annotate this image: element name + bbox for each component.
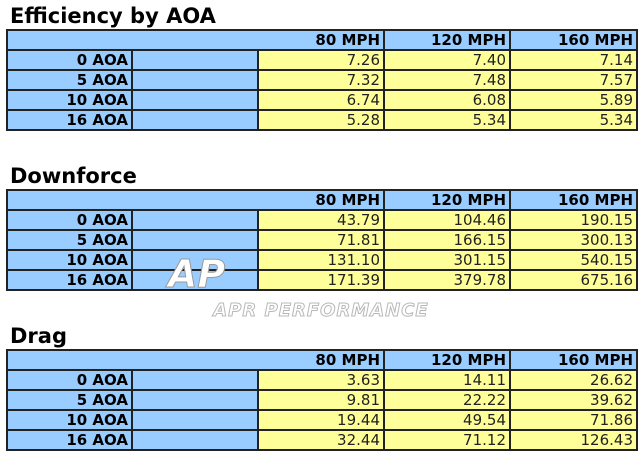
value-cell: 7.57 bbox=[509, 69, 638, 91]
drag-title: Drag bbox=[10, 324, 67, 348]
row-label: 10 AOA bbox=[6, 249, 133, 271]
table-row: 0 AOA 3.63 14.11 26.62 bbox=[6, 369, 638, 391]
row-label: 10 AOA bbox=[6, 89, 133, 111]
value-cell: 126.43 bbox=[509, 429, 638, 451]
row-label: 16 AOA bbox=[6, 109, 133, 131]
row-label: 0 AOA bbox=[6, 369, 133, 391]
value-cell: 71.81 bbox=[257, 229, 385, 251]
row-label: 10 AOA bbox=[6, 409, 133, 431]
corner-cell bbox=[7, 29, 132, 51]
blank-cell bbox=[131, 269, 259, 291]
table-row: 0 AOA 7.26 7.40 7.14 bbox=[6, 49, 638, 71]
blank-cell bbox=[131, 89, 259, 111]
blank-cell bbox=[131, 69, 259, 91]
value-cell: 301.15 bbox=[383, 249, 511, 271]
row-label: 0 AOA bbox=[6, 49, 133, 71]
blank-cell bbox=[131, 409, 259, 431]
column-header: 120 MPH bbox=[383, 29, 510, 51]
header-row: 80 MPH 120 MPH 160 MPH bbox=[7, 349, 637, 371]
drag-table: 80 MPH 120 MPH 160 MPH 0 AOA 3.63 14.11 26.62 5… bbox=[6, 349, 638, 451]
table-row: 10 AOA 19.44 49.54 71.86 bbox=[6, 409, 638, 431]
value-cell: 171.39 bbox=[257, 269, 385, 291]
value-cell: 5.34 bbox=[383, 109, 511, 131]
column-header: 80 MPH bbox=[258, 349, 384, 371]
blank-cell bbox=[131, 229, 259, 251]
value-cell: 190.15 bbox=[509, 209, 638, 231]
value-cell: 32.44 bbox=[257, 429, 385, 451]
downforce-table: 80 MPH 120 MPH 160 MPH 0 AOA 43.79 104.46 190.… bbox=[6, 189, 638, 291]
value-cell: 19.44 bbox=[257, 409, 385, 431]
row-label: 16 AOA bbox=[6, 269, 133, 291]
table-row: 10 AOA 131.10 301.15 540.15 bbox=[6, 249, 638, 271]
value-cell: 7.26 bbox=[257, 49, 385, 71]
column-header: 80 MPH bbox=[258, 189, 384, 211]
value-cell: 540.15 bbox=[509, 249, 638, 271]
column-header: 120 MPH bbox=[383, 349, 510, 371]
value-cell: 7.32 bbox=[257, 69, 385, 91]
corner-cell bbox=[7, 349, 132, 371]
efficiency-table: 80 MPH 120 MPH 160 MPH 0 AOA 7.26 7.40 7.14 5 A… bbox=[6, 29, 638, 131]
value-cell: 26.62 bbox=[509, 369, 638, 391]
watermark-text: APR PERFORMANCE bbox=[213, 300, 429, 321]
blank-cell bbox=[131, 369, 259, 391]
downforce-title: Downforce bbox=[10, 164, 137, 188]
value-cell: 71.86 bbox=[509, 409, 638, 431]
value-cell: 131.10 bbox=[257, 249, 385, 271]
value-cell: 166.15 bbox=[383, 229, 511, 251]
value-cell: 5.34 bbox=[509, 109, 638, 131]
blank-cell bbox=[132, 189, 258, 211]
table-row: 16 AOA 32.44 71.12 126.43 bbox=[6, 429, 638, 451]
table-row: 10 AOA 6.74 6.08 5.89 bbox=[6, 89, 638, 111]
table-row: 16 AOA 171.39 379.78 675.16 bbox=[6, 269, 638, 291]
value-cell: 49.54 bbox=[383, 409, 511, 431]
corner-cell bbox=[7, 189, 132, 211]
efficiency-title: Efficiency by AOA bbox=[10, 4, 216, 28]
column-header: 160 MPH bbox=[509, 29, 637, 51]
row-label: 16 AOA bbox=[6, 429, 133, 451]
table-row: 16 AOA 5.28 5.34 5.34 bbox=[6, 109, 638, 131]
blank-cell bbox=[131, 109, 259, 131]
blank-cell bbox=[131, 389, 259, 411]
header-row: 80 MPH 120 MPH 160 MPH bbox=[7, 189, 637, 211]
value-cell: 7.40 bbox=[383, 49, 511, 71]
value-cell: 6.08 bbox=[383, 89, 511, 111]
blank-cell bbox=[131, 249, 259, 271]
value-cell: 22.22 bbox=[383, 389, 511, 411]
value-cell: 7.48 bbox=[383, 69, 511, 91]
value-cell: 39.62 bbox=[509, 389, 638, 411]
table-row: 5 AOA 71.81 166.15 300.13 bbox=[6, 229, 638, 251]
row-label: 0 AOA bbox=[6, 209, 133, 231]
table-row: 0 AOA 43.79 104.46 190.15 bbox=[6, 209, 638, 231]
blank-cell bbox=[131, 429, 259, 451]
row-label: 5 AOA bbox=[6, 389, 133, 411]
value-cell: 43.79 bbox=[257, 209, 385, 231]
value-cell: 3.63 bbox=[257, 369, 385, 391]
table-row: 5 AOA 7.32 7.48 7.57 bbox=[6, 69, 638, 91]
watermark-logo: AP bbox=[167, 252, 226, 297]
value-cell: 300.13 bbox=[509, 229, 638, 251]
value-cell: 675.16 bbox=[509, 269, 638, 291]
value-cell: 5.28 bbox=[257, 109, 385, 131]
value-cell: 9.81 bbox=[257, 389, 385, 411]
value-cell: 14.11 bbox=[383, 369, 511, 391]
column-header: 160 MPH bbox=[509, 189, 637, 211]
column-header: 80 MPH bbox=[258, 29, 384, 51]
row-label: 5 AOA bbox=[6, 229, 133, 251]
header-row: 80 MPH 120 MPH 160 MPH bbox=[7, 29, 637, 51]
blank-cell bbox=[131, 209, 259, 231]
blank-cell bbox=[132, 349, 258, 371]
value-cell: 7.14 bbox=[509, 49, 638, 71]
value-cell: 379.78 bbox=[383, 269, 511, 291]
table-row: 5 AOA 9.81 22.22 39.62 bbox=[6, 389, 638, 411]
row-label: 5 AOA bbox=[6, 69, 133, 91]
column-header: 120 MPH bbox=[383, 189, 510, 211]
value-cell: 104.46 bbox=[383, 209, 511, 231]
value-cell: 5.89 bbox=[509, 89, 638, 111]
blank-cell bbox=[131, 49, 259, 71]
value-cell: 6.74 bbox=[257, 89, 385, 111]
column-header: 160 MPH bbox=[509, 349, 637, 371]
blank-cell bbox=[132, 29, 258, 51]
value-cell: 71.12 bbox=[383, 429, 511, 451]
